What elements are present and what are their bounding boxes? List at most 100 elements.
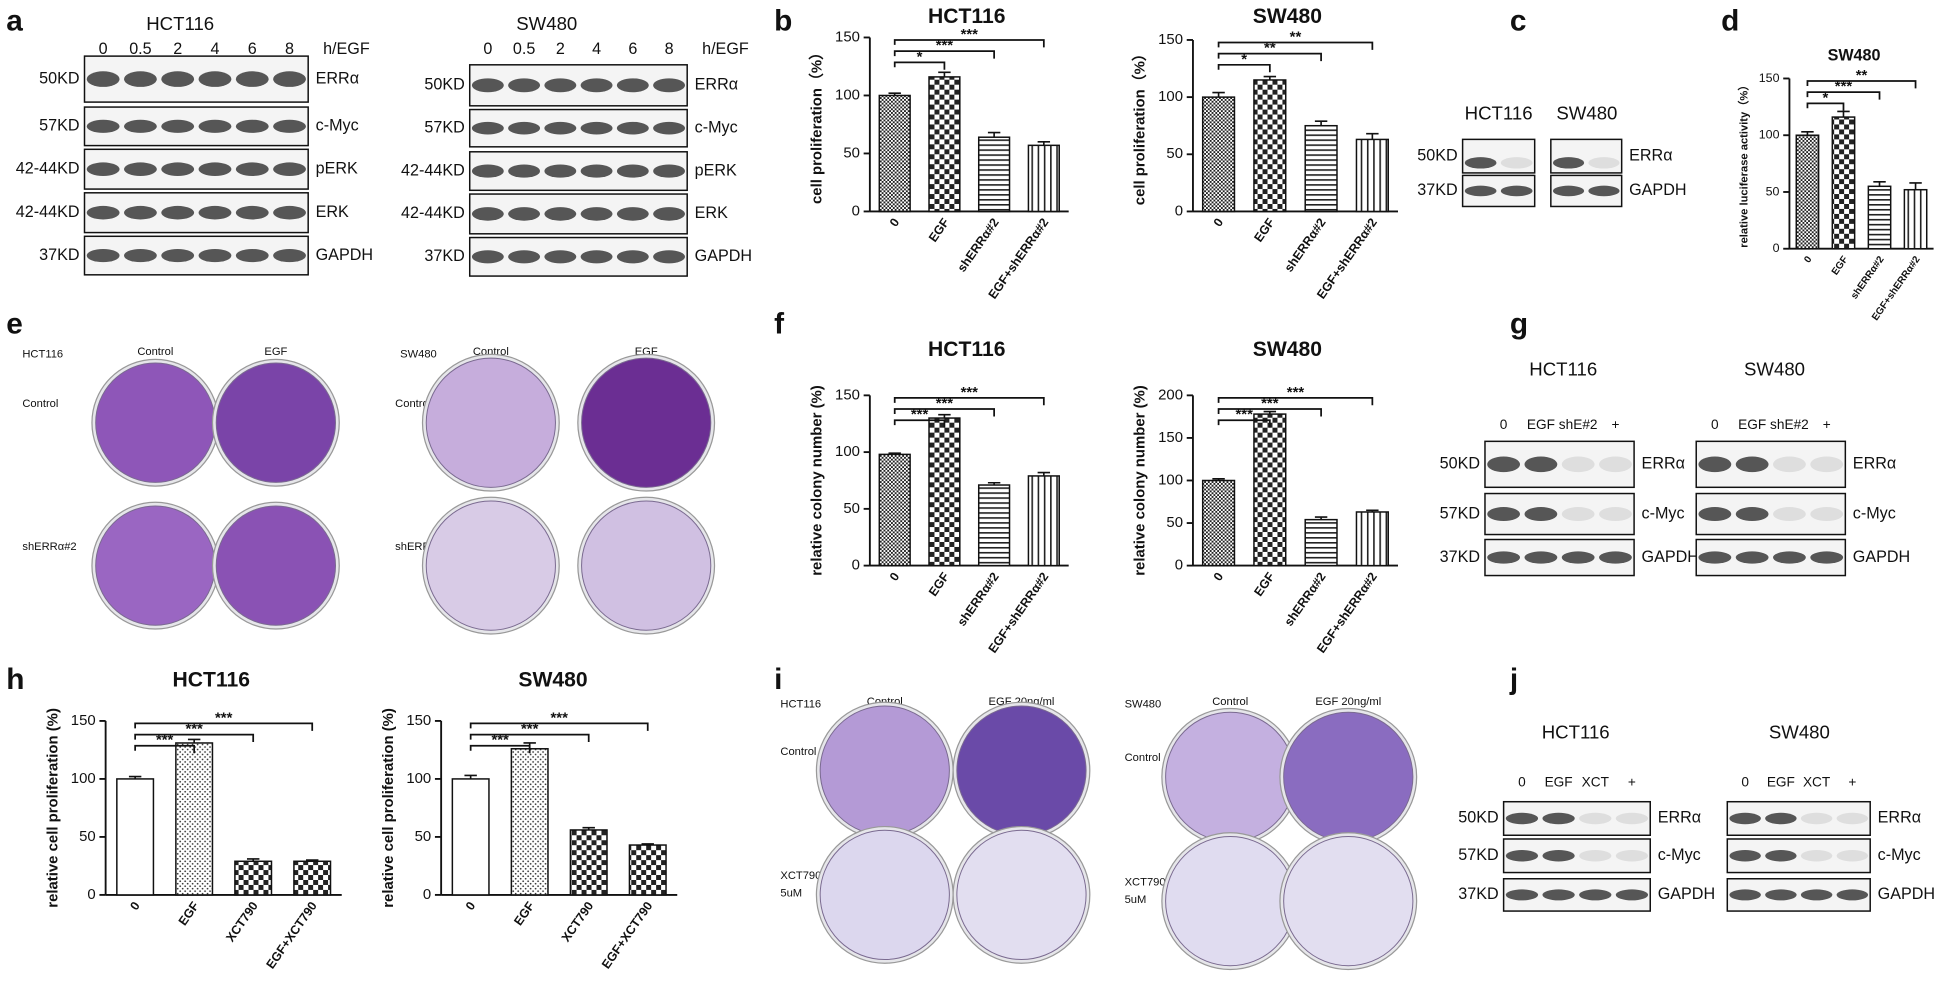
x-tick-label: EGF+XCT790 [263, 899, 319, 971]
y-tick-label: 0 [852, 558, 860, 574]
protein-label: c-Myc [316, 117, 359, 135]
colony-plate [215, 505, 337, 626]
bar [628, 844, 667, 896]
error-bar [888, 92, 901, 96]
blot-cell-line: SW480 [1744, 358, 1805, 379]
blot-band [198, 249, 232, 263]
x-tick-label: XCT790 [223, 899, 261, 944]
blot-band [273, 162, 306, 176]
x-tick-label: EGF [926, 215, 952, 244]
significance-label: ** [1290, 29, 1302, 45]
significance-label: *** [936, 38, 954, 54]
blot-band [616, 164, 649, 178]
protein-label: GAPDH [695, 247, 752, 265]
lane-unit: h/EGF [702, 40, 749, 58]
bar [1867, 185, 1892, 250]
y-tick-label: 0 [1773, 241, 1780, 255]
x-tick-label: 0 [1802, 254, 1814, 265]
blot-box [1695, 492, 1847, 536]
protein-label: c-Myc [1658, 846, 1701, 864]
blot-band [1810, 456, 1844, 473]
protein-label: ERRα [1853, 455, 1896, 473]
significance-bracket [469, 722, 649, 731]
bar [510, 748, 549, 896]
x-tick-label: EGF [926, 570, 952, 599]
kd-label: 50KD [1417, 146, 1457, 164]
plate-row-label: 5uM [780, 888, 802, 900]
blot-band [1729, 850, 1761, 862]
blot-band [471, 164, 504, 178]
significance-label: * [1823, 90, 1829, 106]
colony-plate [581, 500, 712, 631]
blot-band [1579, 889, 1612, 901]
significance-label: *** [156, 733, 174, 749]
blot-band [235, 162, 269, 176]
blot-band [1615, 889, 1649, 901]
blot-band [580, 121, 613, 135]
lane-label: shE#2 [1770, 417, 1809, 432]
y-tick-label: 100 [1158, 89, 1183, 105]
blot-band [544, 121, 577, 135]
blot-band [1524, 551, 1558, 564]
lane-label: 0.5 [129, 40, 151, 58]
bar [878, 94, 911, 213]
blot-band [1800, 889, 1833, 901]
x-tick-label: shERRα#2 [1849, 254, 1887, 301]
plate-row-label: shERRα#2 [22, 541, 76, 553]
significance-bracket [1806, 80, 1917, 89]
error-bar [1366, 132, 1379, 140]
blot-band [1729, 812, 1761, 825]
protein-label: GAPDH [1629, 181, 1686, 199]
significance-label: * [917, 49, 923, 65]
kd-label: 42-44KD [16, 203, 80, 221]
significance-bracket [134, 744, 196, 754]
blot-cell-line: SW480 [516, 13, 577, 34]
y-tick-label: 50 [1166, 515, 1183, 531]
blot-band [1561, 507, 1595, 522]
bar [1831, 116, 1856, 250]
blot-box [468, 236, 688, 277]
blot-band [544, 78, 577, 93]
blot-band [1800, 812, 1833, 825]
bar [1253, 413, 1287, 567]
error-bar [1263, 410, 1277, 415]
plate-cell-line: HCT116 [22, 348, 63, 360]
blot-band [616, 78, 649, 93]
x-tick-label: 0 [1211, 216, 1226, 230]
lane-label: 0 [1518, 775, 1526, 790]
y-tick-label: 50 [843, 145, 860, 161]
protein-label: ERRα [1629, 146, 1672, 164]
blot-band [1599, 507, 1632, 522]
blot-band [1836, 850, 1869, 862]
blot-band [86, 249, 120, 263]
colony-plate [1283, 836, 1414, 967]
lane-label: 0 [1711, 417, 1719, 432]
blot-band [1698, 551, 1732, 564]
x-tick-label: 0 [887, 216, 902, 230]
x-tick-label: 0 [1211, 570, 1226, 584]
blot-band [508, 78, 541, 93]
significance-bracket [134, 733, 255, 743]
protein-label: c-Myc [1878, 846, 1921, 864]
error-bar [1037, 471, 1051, 476]
blot-band [273, 205, 306, 220]
kd-label: 57KD [39, 117, 79, 135]
bar [1304, 518, 1338, 567]
blot-band [198, 162, 232, 176]
x-tick-label: EGF [176, 899, 202, 928]
error-bar [246, 858, 260, 862]
y-tick-label: 0 [1175, 203, 1183, 219]
blot-band [235, 71, 269, 87]
y-tick-label: 50 [415, 829, 432, 845]
blot-band [86, 162, 120, 176]
error-bar [987, 131, 1001, 138]
protein-label: GAPDH [1658, 885, 1715, 903]
colony-plate [425, 500, 556, 631]
y-tick-label: 100 [71, 771, 96, 787]
blot-band [1505, 889, 1539, 901]
bar [175, 742, 214, 896]
blot-band [1735, 507, 1769, 522]
error-bar [464, 774, 477, 779]
error-bar [987, 481, 1001, 486]
protein-label: c-Myc [1642, 504, 1685, 522]
